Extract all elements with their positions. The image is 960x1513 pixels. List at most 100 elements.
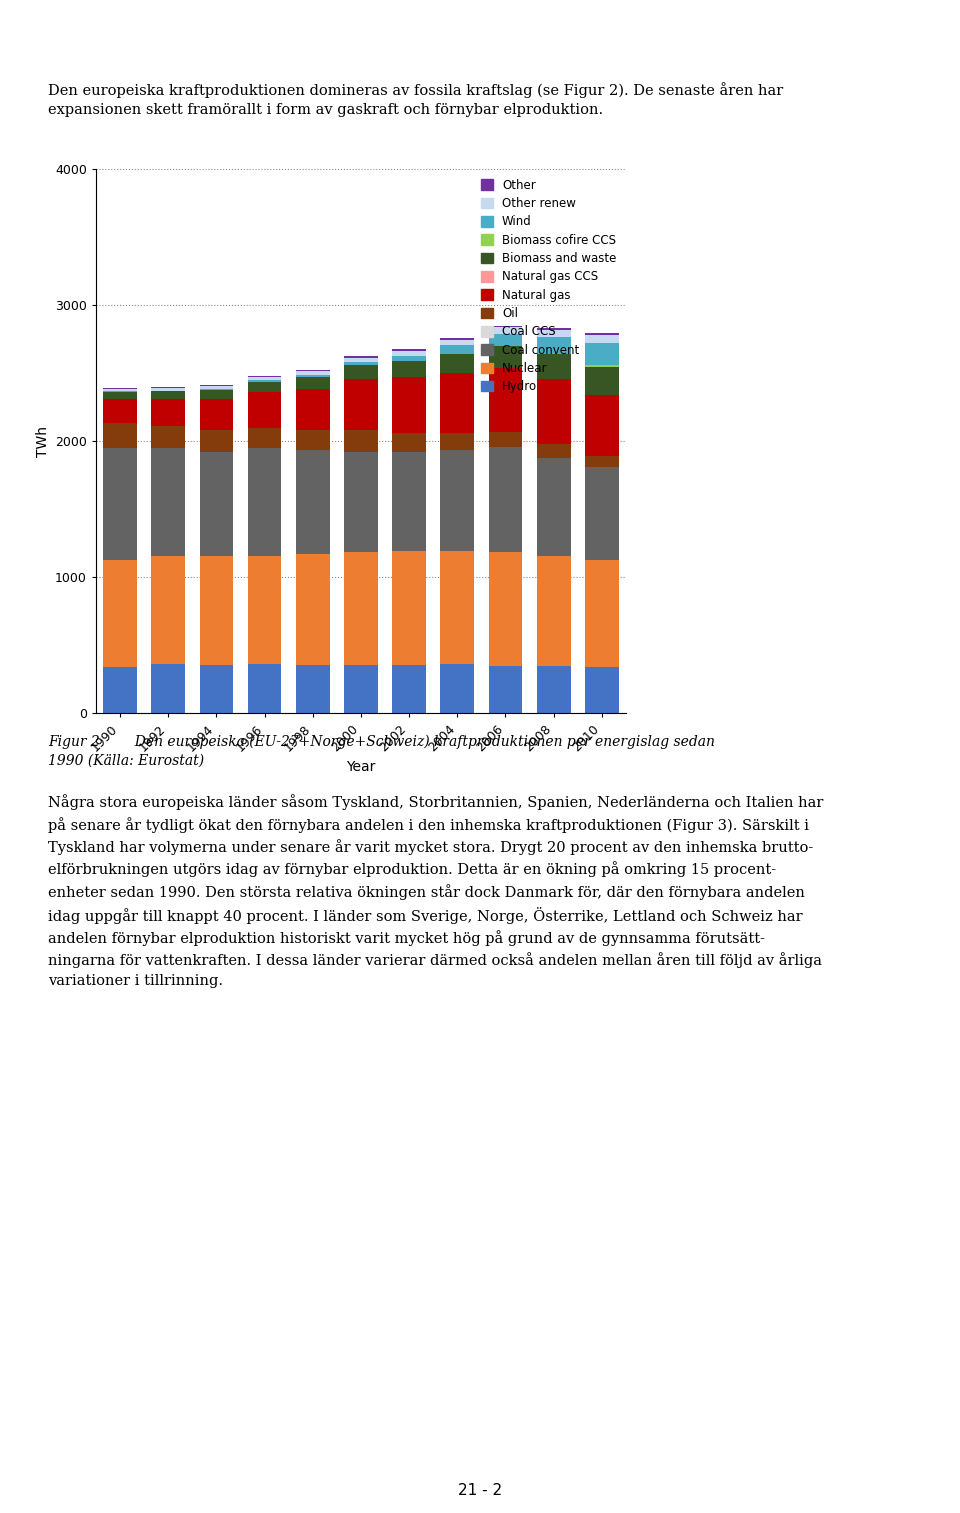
Bar bbox=[152, 390, 185, 399]
Bar bbox=[489, 346, 522, 368]
Bar bbox=[393, 356, 426, 362]
Bar bbox=[104, 424, 137, 448]
Bar bbox=[441, 354, 474, 372]
Bar bbox=[537, 328, 570, 330]
Bar bbox=[537, 337, 570, 354]
Bar bbox=[585, 560, 618, 667]
Bar bbox=[296, 431, 329, 451]
Bar bbox=[393, 551, 426, 666]
Bar bbox=[393, 666, 426, 714]
Bar bbox=[344, 357, 378, 362]
Bar bbox=[200, 451, 233, 557]
Bar bbox=[200, 390, 233, 398]
Bar bbox=[296, 389, 329, 431]
Bar bbox=[152, 399, 185, 425]
Bar bbox=[152, 555, 185, 664]
Bar bbox=[248, 392, 281, 428]
Bar bbox=[344, 451, 378, 552]
Bar bbox=[296, 666, 329, 714]
Bar bbox=[393, 433, 426, 451]
Bar bbox=[104, 399, 137, 424]
Bar bbox=[441, 551, 474, 664]
Bar bbox=[585, 333, 618, 334]
Bar bbox=[489, 327, 522, 334]
Bar bbox=[537, 666, 570, 714]
Bar bbox=[489, 666, 522, 714]
Bar bbox=[489, 446, 522, 552]
Bar bbox=[200, 431, 233, 451]
Bar bbox=[296, 375, 329, 377]
Bar bbox=[393, 362, 426, 377]
Bar bbox=[248, 377, 281, 380]
Bar bbox=[585, 395, 618, 457]
Bar bbox=[344, 552, 378, 666]
Bar bbox=[393, 350, 426, 351]
Bar bbox=[104, 448, 137, 560]
Bar bbox=[489, 552, 522, 666]
Bar bbox=[537, 555, 570, 666]
Bar bbox=[104, 389, 137, 392]
Bar bbox=[248, 381, 281, 392]
Bar bbox=[152, 664, 185, 714]
Bar bbox=[248, 428, 281, 448]
Text: Figur 2        Den europeiska (EU-27+Norge+Schweiz) kraftproduktionen per energi: Figur 2 Den europeiska (EU-27+Norge+Schw… bbox=[48, 735, 715, 767]
Bar bbox=[296, 369, 329, 371]
Bar bbox=[441, 451, 474, 551]
Bar bbox=[344, 365, 378, 380]
Bar bbox=[344, 380, 378, 431]
Bar bbox=[152, 386, 185, 389]
Bar bbox=[104, 667, 137, 714]
Bar bbox=[537, 458, 570, 555]
Bar bbox=[537, 330, 570, 337]
Bar bbox=[393, 451, 426, 551]
Bar bbox=[200, 386, 233, 389]
Y-axis label: TWh: TWh bbox=[36, 425, 50, 457]
Bar bbox=[296, 377, 329, 389]
Text: 21 - 2: 21 - 2 bbox=[458, 1483, 502, 1498]
Bar bbox=[585, 468, 618, 560]
Bar bbox=[200, 557, 233, 666]
Bar bbox=[585, 457, 618, 468]
Bar bbox=[489, 368, 522, 431]
Text: Den europeiska kraftproduktionen domineras av fossila kraftslag (se Figur 2). De: Den europeiska kraftproduktionen dominer… bbox=[48, 82, 783, 117]
Bar bbox=[104, 392, 137, 399]
Legend: Other, Other renew, Wind, Biomass cofire CCS, Biomass and waste, Natural gas CCS: Other, Other renew, Wind, Biomass cofire… bbox=[477, 176, 620, 396]
Bar bbox=[585, 343, 618, 365]
Text: Några stora europeiska länder såsom Tyskland, Storbritannien, Spanien, Nederländ: Några stora europeiska länder såsom Tysk… bbox=[48, 794, 824, 988]
Bar bbox=[393, 377, 426, 433]
Bar bbox=[152, 389, 185, 390]
Bar bbox=[200, 398, 233, 431]
Bar bbox=[104, 387, 137, 389]
Bar bbox=[296, 451, 329, 554]
Bar bbox=[585, 667, 618, 714]
Bar bbox=[296, 554, 329, 666]
Bar bbox=[537, 354, 570, 378]
Bar bbox=[537, 378, 570, 445]
Bar bbox=[248, 664, 281, 714]
Bar bbox=[344, 356, 378, 357]
Bar bbox=[248, 375, 281, 377]
Bar bbox=[489, 334, 522, 346]
Bar bbox=[152, 425, 185, 448]
Bar bbox=[585, 366, 618, 395]
Bar bbox=[441, 372, 474, 433]
Bar bbox=[248, 555, 281, 664]
Bar bbox=[344, 666, 378, 714]
Bar bbox=[441, 433, 474, 451]
Bar bbox=[441, 340, 474, 345]
Bar bbox=[441, 664, 474, 714]
Bar bbox=[585, 334, 618, 343]
Bar bbox=[200, 666, 233, 714]
Bar bbox=[104, 560, 137, 667]
Bar bbox=[393, 351, 426, 356]
Bar bbox=[344, 362, 378, 365]
Bar bbox=[441, 337, 474, 340]
Bar bbox=[200, 384, 233, 386]
X-axis label: Year: Year bbox=[347, 760, 375, 773]
Bar bbox=[537, 445, 570, 458]
Bar bbox=[441, 345, 474, 354]
Bar bbox=[152, 448, 185, 555]
Bar bbox=[489, 431, 522, 446]
Bar bbox=[344, 431, 378, 451]
Bar bbox=[489, 325, 522, 327]
